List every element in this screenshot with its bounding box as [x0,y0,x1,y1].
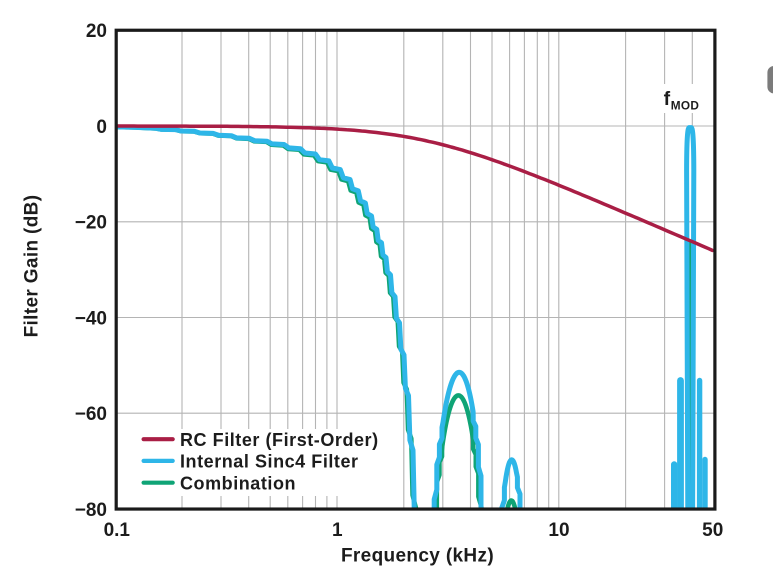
svg-text:−60: −60 [75,404,107,425]
svg-text:−80: −80 [75,500,107,521]
svg-text:20: 20 [86,21,107,42]
svg-text:−40: −40 [75,308,107,329]
svg-text:0.1: 0.1 [104,520,131,541]
svg-text:50: 50 [702,520,723,541]
svg-text:f: f [664,88,671,110]
svg-text:0: 0 [96,117,107,138]
svg-text:10: 10 [548,520,569,541]
svg-text:Frequency (kHz): Frequency (kHz) [341,546,494,567]
svg-text:Combination: Combination [180,473,296,493]
svg-text:−20: −20 [75,213,107,234]
svg-text:MOD: MOD [671,98,700,112]
svg-text:1: 1 [332,520,343,541]
svg-text:Filter Gain (dB): Filter Gain (dB) [22,195,43,338]
svg-text:Internal Sinc4 Filter: Internal Sinc4 Filter [180,452,359,472]
svg-text:RC Filter (First-Order): RC Filter (First-Order) [180,430,379,450]
